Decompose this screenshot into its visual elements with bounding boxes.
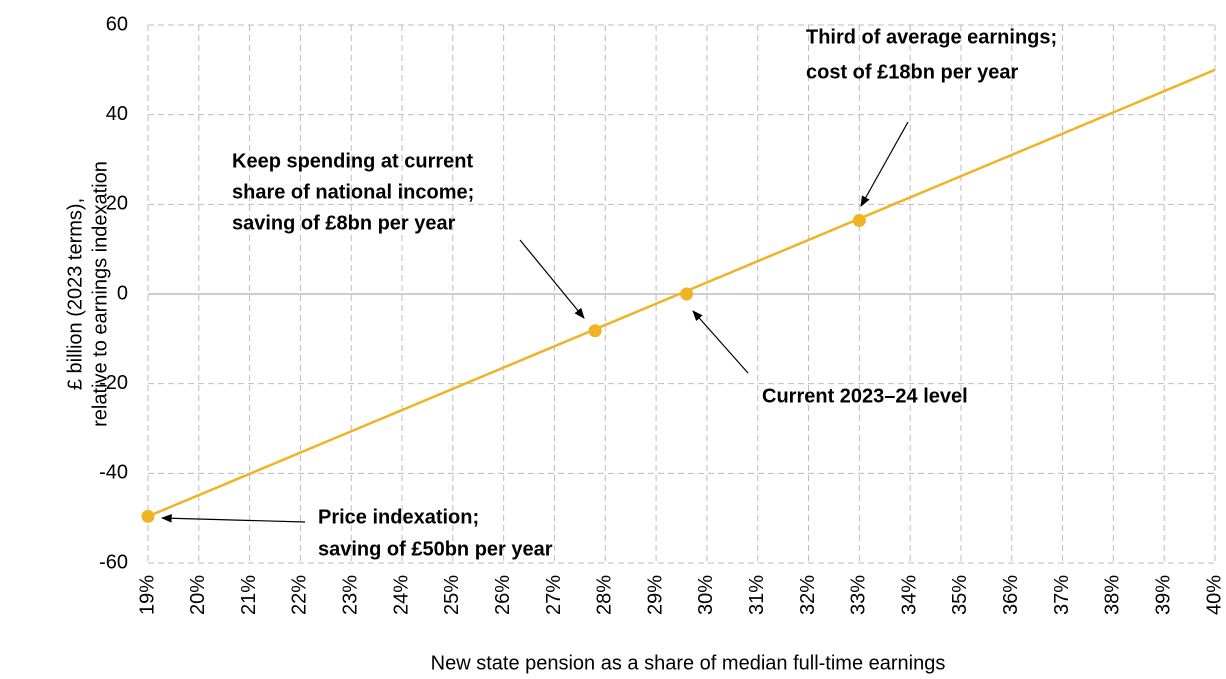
x-tick-label: 29% xyxy=(644,575,666,615)
marker xyxy=(588,324,602,338)
x-tick-label: 31% xyxy=(746,575,768,615)
y-tick-label: -40 xyxy=(99,462,128,484)
x-tick-label: 37% xyxy=(1051,575,1073,615)
arrow xyxy=(692,310,749,374)
x-tick-label: 25% xyxy=(441,575,463,615)
x-axis-label: New state pension as a share of median f… xyxy=(431,652,946,674)
x-tick-label: 32% xyxy=(797,575,819,615)
y-tick-label: -60 xyxy=(99,551,128,573)
x-tick-label: 28% xyxy=(594,575,616,615)
y-tick-label: 0 xyxy=(117,282,128,304)
annotation: saving of £50bn per year xyxy=(318,538,553,560)
annotation: Third of average earnings; xyxy=(806,26,1057,48)
marker xyxy=(852,213,866,227)
y-axis-label: relative to earnings indexation xyxy=(89,161,111,427)
x-tick-label: 20% xyxy=(187,575,209,615)
y-tick-label: 60 xyxy=(106,13,128,35)
arrow xyxy=(519,239,585,319)
marker xyxy=(141,509,155,523)
x-tick-label: 40% xyxy=(1203,575,1225,615)
x-tick-label: 30% xyxy=(695,575,717,615)
annotation: Keep spending at current xyxy=(232,150,473,172)
x-tick-label: 35% xyxy=(949,575,971,615)
x-tick-label: 21% xyxy=(238,575,260,615)
x-tick-label: 23% xyxy=(340,575,362,615)
annotation: saving of £8bn per year xyxy=(232,212,456,234)
annotation: Price indexation; xyxy=(318,506,479,528)
arrow xyxy=(160,513,306,523)
y-axis-label: £ billion (2023 terms), xyxy=(64,198,86,390)
x-tick-label: 39% xyxy=(1152,575,1174,615)
x-tick-label: 34% xyxy=(898,575,920,615)
x-tick-label: 24% xyxy=(390,575,412,615)
x-tick-label: 26% xyxy=(492,575,514,615)
annotation: Current 2023–24 level xyxy=(762,385,968,407)
x-tick-label: 19% xyxy=(136,575,158,615)
annotation: share of national income; xyxy=(232,181,474,203)
arrow xyxy=(860,121,909,207)
x-tick-label: 38% xyxy=(1102,575,1124,615)
x-tick-label: 22% xyxy=(289,575,311,615)
marker xyxy=(680,287,694,301)
x-tick-label: 33% xyxy=(848,575,870,615)
y-tick-label: 40 xyxy=(106,103,128,125)
x-tick-label: 36% xyxy=(1000,575,1022,615)
y-tick-label: -20 xyxy=(99,372,128,394)
annotation: cost of £18bn per year xyxy=(806,61,1019,83)
x-tick-label: 27% xyxy=(543,575,565,615)
y-tick-label: 20 xyxy=(106,193,128,215)
